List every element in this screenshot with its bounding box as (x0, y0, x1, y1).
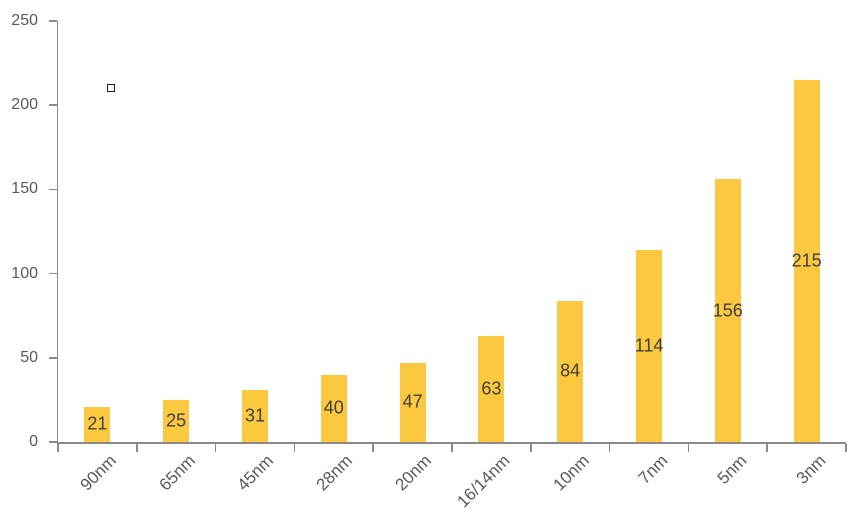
bar-value-label-28nm: 40 (323, 397, 344, 418)
y-axis-tick-label: 200 (11, 96, 38, 114)
bar-65nm (163, 399, 190, 442)
x-axis-category-label-65nm: 65nm (155, 451, 199, 495)
bar-value-label-7nm: 114 (634, 335, 664, 356)
y-axis-tick-label: 150 (11, 180, 38, 198)
y-axis-tick (49, 104, 57, 106)
x-axis-tick (136, 444, 138, 452)
x-axis-tick (766, 444, 768, 452)
x-axis-tick (57, 444, 59, 452)
x-axis-tick (608, 444, 611, 452)
y-axis-tick-label: 250 (11, 12, 38, 29)
x-axis-tick (214, 444, 217, 452)
bar-value-label-65nm: 25 (166, 410, 187, 431)
bar-value-label-16-14nm: 63 (481, 378, 502, 399)
x-axis-category-label-7nm: 7nm (634, 451, 672, 488)
y-axis-tick (49, 357, 57, 359)
bar-90nm (84, 406, 111, 442)
x-axis-category-label-20nm: 20nm (391, 451, 436, 495)
bar-3nm (793, 79, 820, 442)
x-axis-tick (687, 444, 690, 452)
y-axis-tick-label: 50 (20, 348, 38, 366)
x-axis-tick (530, 444, 532, 452)
y-axis-tick-label: 0 (29, 433, 38, 450)
x-axis-tick (372, 444, 374, 452)
bar-value-label-10nm: 84 (560, 360, 581, 381)
x-axis-tick (845, 444, 847, 452)
bar-value-label-45nm: 31 (244, 405, 266, 426)
x-axis-line (56, 442, 846, 444)
x-axis-category-label-10nm: 10nm (549, 451, 593, 495)
bar-16-14nm (478, 335, 505, 442)
bar-value-label-5nm: 156 (712, 300, 743, 321)
bar-45nm (242, 389, 268, 442)
x-axis-category-label-3nm: 3nm (792, 451, 830, 488)
bar-10nm (557, 300, 584, 442)
bar-5nm (714, 179, 741, 442)
bar-value-label-20nm: 47 (402, 391, 423, 412)
x-axis-tick (293, 444, 296, 452)
bar-7nm (636, 250, 662, 442)
bar-28nm (320, 374, 347, 442)
y-axis-tick (49, 441, 57, 443)
y-axis-tick (49, 188, 57, 191)
bar-value-label-3nm: 215 (791, 250, 822, 271)
x-axis-tick (451, 444, 453, 452)
stray-square-marker (107, 84, 115, 92)
x-axis-category-label-90nm: 90nm (76, 451, 120, 495)
bar-value-label-90nm: 21 (87, 413, 108, 434)
x-axis-category-label-5nm: 5nm (713, 451, 751, 488)
y-axis-tick-label: 100 (11, 264, 38, 282)
x-axis-category-label-16-14nm: 16/14nm (453, 451, 514, 512)
y-axis-tick (49, 272, 57, 275)
y-axis-line (56, 21, 58, 444)
x-axis-category-label-28nm: 28nm (312, 451, 357, 495)
y-axis-tick (49, 20, 57, 22)
bar-20nm (399, 362, 426, 442)
x-axis-category-label-45nm: 45nm (233, 451, 278, 495)
